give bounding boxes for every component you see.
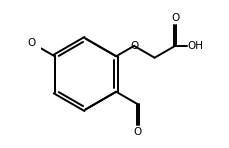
Text: O: O [27, 38, 35, 48]
Text: O: O [133, 127, 142, 137]
Text: O: O [170, 13, 178, 23]
Text: O: O [129, 41, 138, 51]
Text: OH: OH [187, 41, 203, 51]
